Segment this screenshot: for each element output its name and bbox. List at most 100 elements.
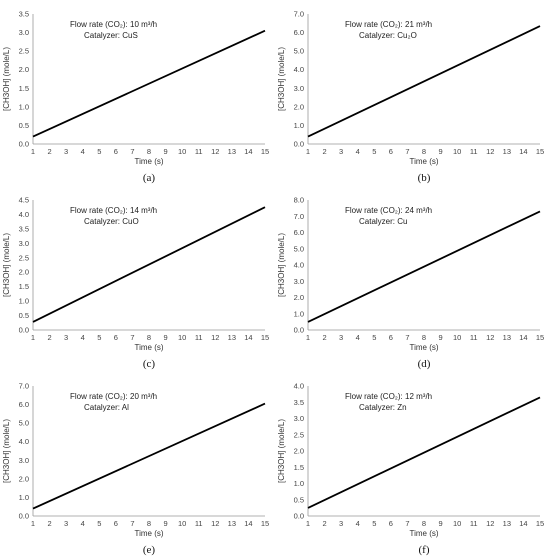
series-line	[307, 396, 541, 509]
chart-a: 0.00.51.01.52.02.53.03.51 2 3 4 5 6 7 8 9 10 11 12 1…	[2, 10, 269, 185]
y-tick-label: 4.0	[294, 261, 304, 270]
chart-b: 0.01.02.03.04.05.06.07.01 2 3 4 5 6 7 8 9 10 11 12 1…	[277, 10, 544, 185]
x-tick-label: 4	[356, 147, 360, 156]
x-tick-label: 11	[195, 147, 203, 156]
chart-panel-d: 0.0 1.0 2.0 3.0 4.0 5.0 6.0 7.0 8.0 1 2 3 4 5 6 7 8 9 10 11…	[275, 186, 550, 371]
x-tick-label: 2	[47, 147, 51, 156]
x-tick-label: 3	[64, 333, 68, 342]
x-tick-label: 3	[64, 519, 68, 528]
annotation-line: Flow rate (CO₂): 10 m³/h	[70, 20, 157, 29]
annotation-line: Catalyzer: Al	[84, 403, 129, 412]
panel-caption: (b)	[418, 172, 431, 184]
x-tick-label: 6	[114, 519, 118, 528]
x-tick-label: 8	[422, 333, 426, 342]
y-tick-label: 7.0	[294, 10, 304, 19]
y-tick-label: 3.5	[19, 10, 29, 19]
x-tick-label: 14	[519, 333, 527, 342]
chart-panel-b: 0.0 1.0 2.0 3.0 4.0 5.0 6.0 7.0 1 2 3 4 5 6 7 8 9 10 11 12 1…	[275, 0, 550, 185]
y-tick-label: 5.0	[294, 47, 304, 56]
annotation-line: Flow rate (CO₂): 24 m³/h	[345, 206, 432, 215]
x-tick-label: 8	[147, 519, 151, 528]
y-tick-label: 5.0	[294, 244, 304, 253]
x-tick-label: 13	[503, 147, 511, 156]
chart-panel-c: 0.0 0.5 1.0 1.5 2.0 2.5 3.0 3.5 4.0 4.5 1 2 3 4 5 6 7 8 9 1…	[0, 186, 275, 371]
x-axis-label: Time (s)	[134, 343, 163, 352]
annotation-line: Catalyzer: Cu	[359, 217, 407, 226]
y-tick-label: 0.5	[294, 495, 304, 504]
y-tick-label: 2.0	[294, 447, 304, 456]
x-tick-label: 5	[372, 519, 376, 528]
x-tick-label: 9	[163, 333, 167, 342]
y-tick-label: 5.0	[19, 419, 29, 428]
x-tick-label: 6	[114, 333, 118, 342]
chart-e: 0.01.02.03.04.05.06.07.01 2 3 4 5 6 7 8 9 10 11 12 1…	[2, 382, 269, 557]
x-tick-label: 7	[405, 333, 409, 342]
x-axis-label: Time (s)	[409, 343, 438, 352]
x-tick-label: 11	[195, 333, 203, 342]
y-tick-label: 3.5	[294, 398, 304, 407]
y-tick-label: 2.5	[19, 47, 29, 56]
x-tick-label: 8	[147, 333, 151, 342]
x-tick-label: 2	[322, 147, 326, 156]
x-tick-label: 8	[147, 147, 151, 156]
panel-caption: (a)	[143, 172, 156, 184]
chart-panel-e: 0.0 1.0 2.0 3.0 4.0 5.0 6.0 7.0 1 2 3 4 5 6 7 8 9 10 11 12 1…	[0, 372, 275, 557]
y-tick-label: 0.0	[19, 140, 29, 149]
y-tick-label: 1.5	[19, 84, 29, 93]
y-tick-label: 0.0	[19, 326, 29, 335]
y-tick-label: 8.0	[294, 196, 304, 205]
y-tick-label: 6.0	[294, 28, 304, 37]
chart-f: 0.00.51.01.52.02.53.03.54.01 2 3 4 5 6 7 8 9 10 11…	[277, 382, 544, 557]
x-tick-label: 1	[306, 519, 310, 528]
series-line	[32, 402, 266, 510]
x-tick-label: 10	[178, 147, 186, 156]
y-tick-label: 0.0	[19, 512, 29, 521]
x-tick-label: 14	[519, 147, 527, 156]
y-tick-label: 4.0	[294, 382, 304, 391]
annotation-line: Catalyzer: CuS	[84, 31, 138, 40]
x-tick-label: 11	[470, 519, 478, 528]
y-tick-label: 4.0	[294, 65, 304, 74]
panel-caption: (f)	[419, 544, 430, 556]
x-tick-label: 2	[322, 519, 326, 528]
x-tick-label: 6	[389, 519, 393, 528]
x-axis-label: Time (s)	[409, 157, 438, 166]
x-tick-label: 3	[339, 333, 343, 342]
x-tick-label: 11	[195, 519, 203, 528]
y-tick-label: 2.0	[19, 268, 29, 277]
y-tick-label: 2.0	[294, 293, 304, 302]
y-axis-label: [CH3OH] (mole/L)	[2, 419, 11, 483]
y-tick-label: 0.0	[294, 326, 304, 335]
y-tick-label: 6.0	[294, 228, 304, 237]
x-tick-label: 15	[261, 519, 269, 528]
y-tick-label: 1.0	[294, 309, 304, 318]
x-tick-label: 13	[228, 147, 236, 156]
x-tick-label: 9	[438, 147, 442, 156]
y-axis-label: [CH3OH] (mole/L)	[2, 47, 11, 111]
y-tick-label: 1.5	[19, 282, 29, 291]
annotation-line: Flow rate (CO₂): 20 m³/h	[70, 392, 157, 401]
x-tick-label: 4	[356, 519, 360, 528]
annotation-line: Catalyzer: Zn	[359, 403, 407, 412]
x-axis-label: Time (s)	[134, 157, 163, 166]
y-tick-label: 0.0	[294, 140, 304, 149]
x-tick-label: 15	[261, 147, 269, 156]
x-tick-label: 1	[31, 147, 35, 156]
y-tick-label: 3.0	[294, 414, 304, 423]
panel-caption: (e)	[143, 544, 156, 556]
x-tick-label: 4	[81, 333, 85, 342]
y-axis-label: [CH3OH] (mole/L)	[2, 233, 11, 297]
x-tick-label: 5	[97, 147, 101, 156]
x-tick-label: 3	[64, 147, 68, 156]
y-tick-label: 7.0	[294, 212, 304, 221]
y-tick-label: 2.0	[19, 65, 29, 74]
y-tick-label: 3.0	[19, 456, 29, 465]
x-tick-label: 10	[178, 333, 186, 342]
x-tick-label: 4	[356, 333, 360, 342]
x-tick-label: 4	[81, 147, 85, 156]
x-tick-label: 10	[453, 147, 461, 156]
y-axis-label: [CH3OH] (mole/L)	[277, 419, 286, 483]
x-tick-label: 6	[114, 147, 118, 156]
panel-caption: (d)	[418, 358, 431, 370]
panel-caption: (c)	[143, 358, 156, 370]
